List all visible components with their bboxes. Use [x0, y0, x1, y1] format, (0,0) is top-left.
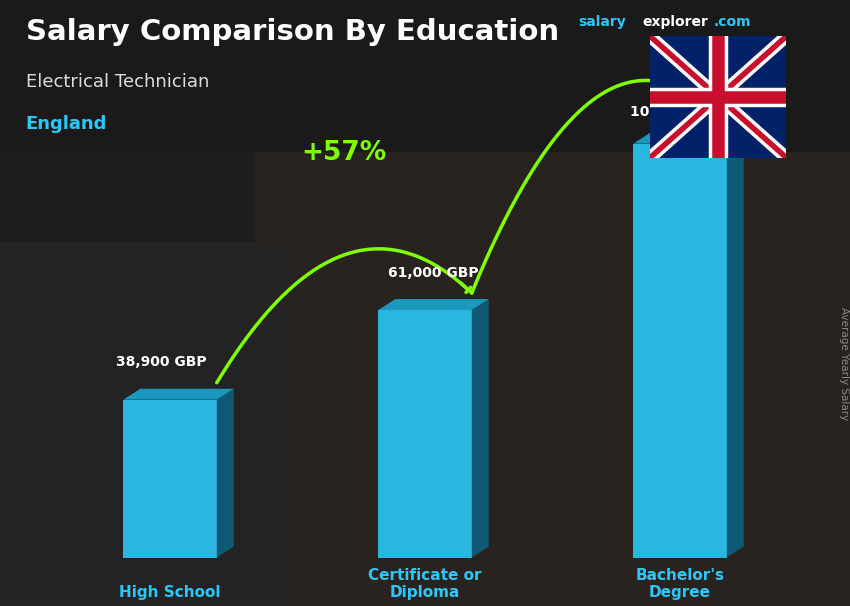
Bar: [255, 152, 850, 606]
Text: Salary Comparison By Education: Salary Comparison By Education: [26, 18, 558, 46]
Polygon shape: [633, 144, 727, 558]
Text: explorer: explorer: [643, 15, 708, 29]
Bar: [0, 242, 298, 606]
Polygon shape: [378, 310, 472, 558]
Polygon shape: [472, 299, 489, 558]
Text: England: England: [26, 115, 107, 133]
Text: .com: .com: [713, 15, 751, 29]
Polygon shape: [123, 400, 217, 558]
Text: Bachelor's
Degree: Bachelor's Degree: [636, 568, 724, 600]
Text: 38,900 GBP: 38,900 GBP: [116, 355, 207, 370]
Polygon shape: [633, 133, 744, 144]
Polygon shape: [378, 299, 489, 310]
Bar: [0, 0, 850, 152]
Text: Certificate or
Diploma: Certificate or Diploma: [368, 568, 482, 600]
Text: High School: High School: [119, 585, 221, 600]
Text: 102,000 GBP: 102,000 GBP: [630, 105, 730, 119]
Text: 61,000 GBP: 61,000 GBP: [388, 265, 479, 280]
Text: +57%: +57%: [302, 140, 387, 166]
Polygon shape: [217, 389, 234, 558]
Text: salary: salary: [578, 15, 626, 29]
Text: Average Yearly Salary: Average Yearly Salary: [839, 307, 849, 420]
Text: Electrical Technician: Electrical Technician: [26, 73, 209, 91]
Polygon shape: [727, 133, 744, 558]
Polygon shape: [123, 389, 234, 400]
